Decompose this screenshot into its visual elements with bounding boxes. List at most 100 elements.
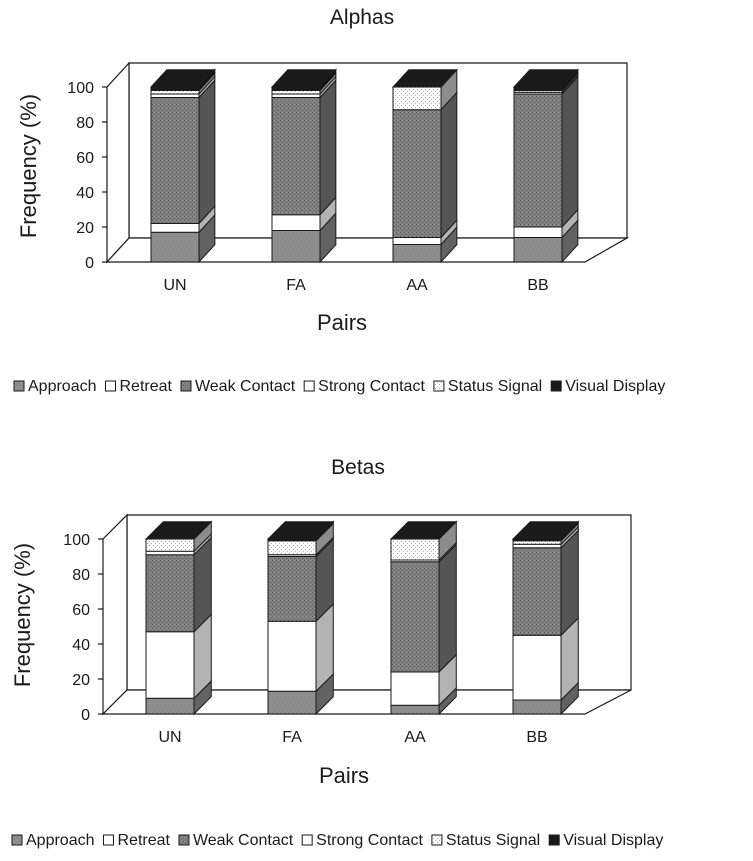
bar-stack-un <box>149 68 216 264</box>
plot-area: 0 20 40 60 80 100 UN FA AA BB <box>67 61 630 294</box>
bar-top <box>270 69 337 88</box>
bar-stack-bb <box>511 520 580 716</box>
bar-side <box>561 75 579 229</box>
bar-front <box>392 109 442 238</box>
legend-item: Approach <box>13 378 97 395</box>
bar-front <box>267 556 317 622</box>
side-wall <box>102 513 128 716</box>
legend-label: Weak Contact <box>195 378 296 395</box>
bar-front <box>271 93 321 98</box>
bar-segment-approach <box>392 225 458 264</box>
legend-label: Visual Display <box>565 378 665 395</box>
legend-swatch <box>178 834 190 846</box>
bar-segment-visual-display <box>150 68 216 92</box>
legend-swatch <box>303 380 315 392</box>
legend-swatch <box>13 380 25 392</box>
bar-top <box>266 521 335 540</box>
y-tick-label: 0 <box>81 707 90 724</box>
x-tick-label: FA <box>282 729 302 746</box>
bar-front <box>145 538 195 552</box>
bar-segment-weak-contact <box>145 536 212 633</box>
bar-top <box>511 521 580 540</box>
bar-segment-retreat <box>145 613 212 700</box>
bar-side <box>440 91 458 239</box>
bar-segment-weak-contact <box>150 78 216 225</box>
bar-front <box>390 704 440 715</box>
legend-item: Status Signal <box>433 378 542 395</box>
chart-title: Betas <box>331 456 385 479</box>
legend-label: Retreat <box>118 832 171 849</box>
y-tick-label: 100 <box>63 532 90 549</box>
legend-label: Visual Display <box>563 832 663 849</box>
bar-front <box>392 244 442 263</box>
x-tick-label: UN <box>163 277 186 294</box>
x-axis-title: Pairs <box>317 310 367 335</box>
x-tick-label: BB <box>527 277 548 294</box>
legend-swatch <box>548 834 560 846</box>
bar-front <box>267 620 317 692</box>
bar-front <box>150 97 200 224</box>
bar-front <box>512 634 562 701</box>
bar-top <box>389 521 458 540</box>
bar-front <box>150 90 200 95</box>
legend-item: Retreat <box>103 832 171 849</box>
bar-front <box>390 561 440 673</box>
legend-label: Approach <box>28 378 97 395</box>
legend-item: Weak Contact <box>180 378 296 395</box>
bar-stack-un <box>144 520 213 716</box>
bar-side <box>560 529 579 637</box>
legend-item: Visual Display <box>548 832 663 849</box>
y-axis-title: Frequency (%) <box>16 94 41 238</box>
legend: Approach Retreat Weak Contact Strong Contac… <box>11 832 663 849</box>
bar-front <box>390 538 440 561</box>
y-tick-label: 100 <box>67 80 94 97</box>
bar-front <box>271 97 321 216</box>
legend-swatch <box>550 380 562 392</box>
bar-front <box>145 554 195 633</box>
bar-front <box>513 226 563 238</box>
legend-swatch <box>105 380 116 392</box>
bar-stack-aa <box>389 520 458 716</box>
bar-front <box>267 540 317 556</box>
bar-front <box>512 547 562 636</box>
bar-front <box>271 230 321 263</box>
legend-label: Weak Contact <box>193 832 294 849</box>
bar-front <box>512 543 562 549</box>
bar-front <box>145 631 195 699</box>
bar-front <box>392 237 442 245</box>
y-tick-label: 20 <box>72 672 90 689</box>
x-tick-label: AA <box>406 277 428 294</box>
plot-area: 0 20 40 60 80 100 UN FA AA BB <box>63 513 632 746</box>
bar-stack-fa <box>266 520 335 716</box>
y-tick-label: 80 <box>72 567 90 584</box>
y-tick-label: 20 <box>76 220 94 237</box>
chart-alphas: Alphas Frequency (%) Pairs Approach Retre… <box>13 6 665 395</box>
bar-front <box>512 699 562 715</box>
chart-betas: Betas Frequency (%) Pairs Approach Retrea… <box>10 456 663 849</box>
legend-swatch <box>431 834 443 846</box>
bar-stack-bb <box>512 68 579 264</box>
bar-front <box>150 223 200 233</box>
legend-item: Strong Contact <box>301 832 423 849</box>
legend-label: Status Signal <box>446 832 540 849</box>
chart-title: Alphas <box>330 6 394 29</box>
bar-top <box>391 69 458 88</box>
side-wall <box>106 61 130 264</box>
bar-front <box>271 86 321 91</box>
y-tick-label: 80 <box>76 115 94 132</box>
bar-front <box>392 86 442 111</box>
legend-label: Retreat <box>120 378 173 395</box>
legend-label: Strong Contact <box>316 832 423 849</box>
bar-segment-weak-contact <box>513 75 579 229</box>
bar-segment-weak-contact <box>392 91 458 239</box>
y-tick-label: 0 <box>85 255 94 272</box>
bar-front <box>512 540 562 545</box>
y-tick-label: 60 <box>72 602 90 619</box>
legend-item: Weak Contact <box>178 832 294 849</box>
bar-top <box>149 69 216 88</box>
legend-item: Approach <box>11 832 95 849</box>
x-tick-label: AA <box>404 729 426 746</box>
bar-front <box>150 231 200 263</box>
bar-segment-retreat <box>267 602 334 693</box>
